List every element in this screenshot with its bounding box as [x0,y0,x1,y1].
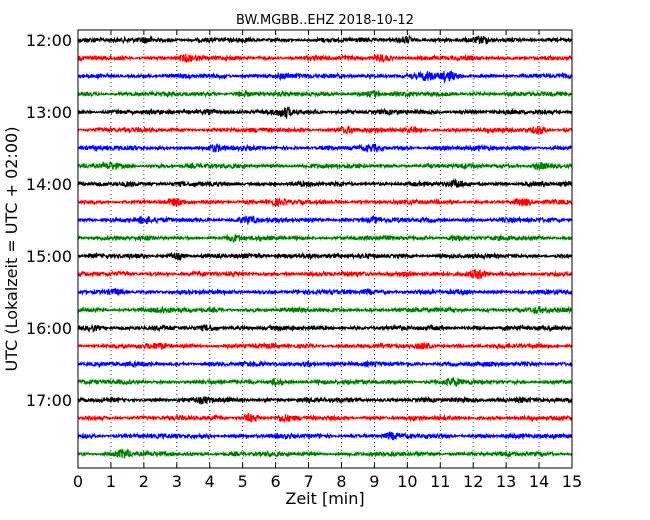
x-tick-label: 9 [369,472,379,491]
x-tick-label: 7 [303,472,313,491]
trace-line [77,214,573,225]
x-tick-label: 1 [106,472,116,491]
trace-line [77,89,573,99]
x-tick-label: 0 [73,472,83,491]
x-tick-label: 8 [336,472,346,491]
x-tick-label: 3 [172,472,182,491]
plot-frame [77,29,573,469]
x-tick-label: 13 [496,472,516,491]
y-tick-label: 14:00 [26,175,72,194]
trace-line [77,268,573,280]
x-tick-label: 5 [238,472,248,491]
trace-line [77,359,573,369]
trace-line [77,341,573,351]
trace-line [77,233,573,244]
trace-line [77,53,573,64]
trace-line [77,105,573,120]
y-axis-label: UTC (Lokalzeit = UTC + 02:00) [2,127,21,372]
x-axis-label: Zeit [min] [285,489,364,508]
trace-line [77,323,573,334]
chart-title: BW.MGBB..EHZ 2018-10-12 [236,13,414,28]
y-tick-label: 12:00 [26,31,72,50]
trace-line [77,178,573,189]
x-tick-label: 12 [463,472,483,491]
trace-line [77,431,573,441]
y-tick-label: 17:00 [26,391,72,410]
traces [77,34,573,460]
x-tick-label: 15 [562,472,582,491]
trace-line [77,197,573,208]
y-tick-label: 13:00 [26,103,72,122]
trace-line [77,377,573,388]
x-tick-label: 11 [430,472,450,491]
trace-line [77,69,573,85]
trace-line [77,34,573,45]
trace-line [77,413,573,424]
trace-line [77,251,573,262]
x-tick-label: 6 [271,472,281,491]
trace-line [77,448,573,460]
y-tick-label: 15:00 [26,247,72,266]
x-tick-label: 10 [397,472,417,491]
x-tick-label: 4 [205,472,215,491]
trace-line [77,305,573,315]
trace-line [77,395,573,405]
trace-line [77,287,573,297]
y-tick-label: 16:00 [26,319,72,338]
trace-line [77,125,573,136]
trace-line [77,142,573,154]
x-tick-label: 14 [529,472,549,491]
x-axis-ticks: 0 1 2 3 4 5 6 7 8 9 10 11 12 13 14 15 [73,30,582,491]
x-tick-label: 2 [139,472,149,491]
trace-line [77,161,573,171]
y-axis-ticks: 12:00 13:00 14:00 15:00 16:00 17:00 [26,31,572,410]
